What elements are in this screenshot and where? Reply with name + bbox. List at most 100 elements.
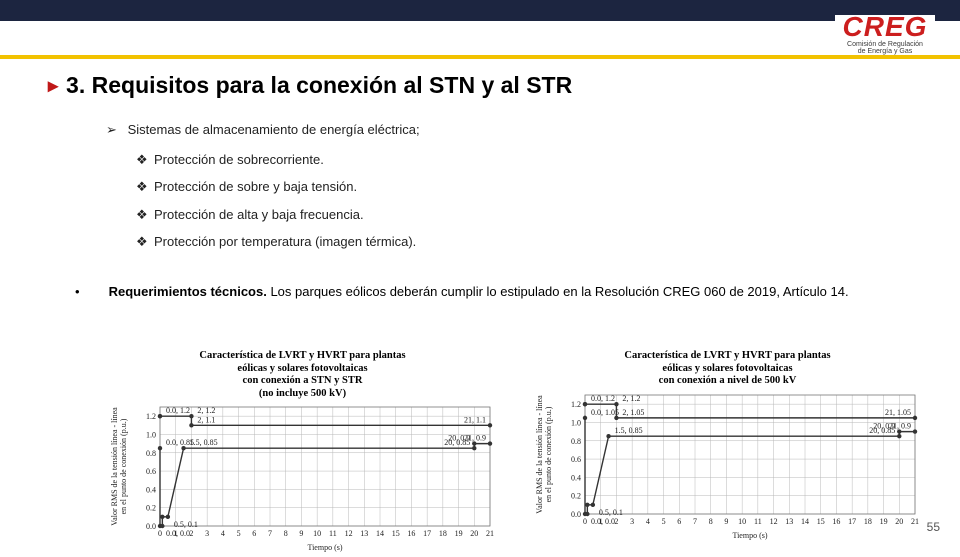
svg-text:20: 20 (470, 529, 478, 538)
svg-text:21, 0.9: 21, 0.9 (889, 421, 911, 430)
svg-text:9: 9 (299, 529, 303, 538)
bullet-lead-text: Sistemas de almacenamiento de energía el… (128, 122, 420, 137)
svg-text:0.5, 0.1: 0.5, 0.1 (599, 508, 623, 517)
svg-text:5: 5 (237, 529, 241, 538)
svg-text:2: 2 (189, 529, 193, 538)
caret-icon: ▸ (48, 73, 58, 98)
svg-text:1.0: 1.0 (571, 418, 581, 427)
chart1-svg: 01234567891011121314151617181920210.00.2… (105, 402, 500, 552)
chart2-title-line: con conexión a nivel de 500 kV (530, 375, 925, 388)
svg-text:2, 1.2: 2, 1.2 (197, 407, 215, 416)
svg-text:0.0, 1.05: 0.0, 1.05 (591, 408, 619, 417)
bullet-dot-icon: • (75, 278, 105, 305)
logo: CREG Comisión de Regulación de Energía y… (835, 15, 935, 55)
svg-text:11: 11 (329, 529, 337, 538)
chart2-title-line: Característica de LVRT y HVRT para plant… (530, 350, 925, 363)
diamond-icon: ❖ (136, 150, 154, 170)
sub-bullet: ❖Protección de sobrecorriente. (136, 150, 420, 170)
svg-text:1.2: 1.2 (571, 400, 581, 409)
sub-bullet-text: Protección de sobrecorriente. (154, 152, 324, 167)
svg-text:0.0: 0.0 (146, 522, 156, 531)
svg-text:17: 17 (848, 517, 856, 526)
svg-text:14: 14 (801, 517, 809, 526)
svg-text:0: 0 (583, 517, 587, 526)
svg-text:21, 1.05: 21, 1.05 (885, 408, 911, 417)
svg-text:3: 3 (205, 529, 209, 538)
section-title: ▸ 3. Requisitos para la conexión al STN … (48, 72, 572, 99)
svg-text:8: 8 (709, 517, 713, 526)
svg-text:21: 21 (486, 529, 494, 538)
top-dark-bar (0, 0, 960, 21)
svg-text:4: 4 (221, 529, 225, 538)
svg-text:en el punto de conexión (p.u.): en el punto de conexión (p.u.) (544, 406, 553, 502)
svg-text:17: 17 (423, 529, 431, 538)
svg-text:11: 11 (754, 517, 762, 526)
bullet-list: ➢ Sistemas de almacenamiento de energía … (106, 120, 420, 260)
sub-bullet: ❖Protección por temperatura (imagen térm… (136, 232, 420, 252)
logo-subtitle-2: de Energía y Gas (835, 48, 935, 55)
svg-text:13: 13 (360, 529, 368, 538)
charts-row: Característica de LVRT y HVRT para plant… (105, 350, 925, 557)
logo-text: CREG (835, 15, 935, 39)
svg-text:0.6: 0.6 (146, 467, 156, 476)
svg-text:0.8: 0.8 (571, 437, 581, 446)
svg-text:12: 12 (345, 529, 353, 538)
svg-text:en el punto de conexión (p.u.): en el punto de conexión (p.u.) (119, 419, 128, 515)
svg-text:13: 13 (785, 517, 793, 526)
svg-text:0: 0 (158, 529, 162, 538)
chart-right: Característica de LVRT y HVRT para plant… (530, 350, 925, 557)
sub-bullet: ❖Protección de alta y baja frecuencia. (136, 205, 420, 225)
chart1-title-line: (no incluye 500 kV) (105, 388, 500, 401)
svg-text:0.0, 0.0: 0.0, 0.0 (591, 517, 615, 526)
svg-text:2, 1.1: 2, 1.1 (197, 416, 215, 425)
sub-bullet-text: Protección de sobre y baja tensión. (154, 179, 357, 194)
requirements-strong: Requerimientos técnicos. (109, 284, 267, 299)
svg-text:20: 20 (895, 517, 903, 526)
svg-text:0.0, 1.2: 0.0, 1.2 (591, 394, 615, 403)
chart2-title-line: eólicas y solares fotovoltaicas (530, 363, 925, 376)
svg-text:0.2: 0.2 (571, 491, 581, 500)
svg-text:1.0: 1.0 (146, 431, 156, 440)
svg-text:1.5, 0.85: 1.5, 0.85 (190, 439, 218, 448)
svg-text:4: 4 (646, 517, 650, 526)
svg-text:10: 10 (313, 529, 321, 538)
section-title-text: 3. Requisitos para la conexión al STN y … (66, 72, 572, 99)
yellow-underline (0, 55, 960, 59)
svg-text:18: 18 (864, 517, 872, 526)
svg-text:1.5, 0.85: 1.5, 0.85 (615, 426, 643, 435)
svg-text:5: 5 (662, 517, 666, 526)
diamond-icon: ❖ (136, 205, 154, 225)
svg-text:7: 7 (268, 529, 272, 538)
svg-text:21, 0.9: 21, 0.9 (464, 434, 486, 443)
svg-text:21, 1.1: 21, 1.1 (464, 416, 486, 425)
svg-text:0.4: 0.4 (146, 486, 156, 495)
chart2-svg: 01234567891011121314151617181920210.00.2… (530, 390, 925, 540)
diamond-icon: ❖ (136, 177, 154, 197)
page-number: 55 (927, 520, 940, 534)
svg-text:19: 19 (455, 529, 463, 538)
svg-text:21: 21 (911, 517, 919, 526)
chart1-title-line: con conexión a STN y STR (105, 375, 500, 388)
diamond-icon: ❖ (136, 232, 154, 252)
svg-text:7: 7 (693, 517, 697, 526)
svg-text:19: 19 (880, 517, 888, 526)
requirements-paragraph: • Requerimientos técnicos. Los parques e… (75, 278, 915, 305)
svg-text:0.6: 0.6 (571, 455, 581, 464)
svg-text:Tiempo (s): Tiempo (s) (732, 531, 767, 540)
requirements-text: Los parques eólicos deberán cumplir lo e… (267, 284, 849, 299)
arrow-icon: ➢ (106, 120, 124, 140)
bullet-lead: ➢ Sistemas de almacenamiento de energía … (106, 120, 420, 140)
svg-text:18: 18 (439, 529, 447, 538)
svg-text:16: 16 (407, 529, 415, 538)
svg-text:0.4: 0.4 (571, 473, 581, 482)
svg-text:1.2: 1.2 (146, 413, 156, 422)
svg-text:12: 12 (770, 517, 778, 526)
svg-text:8: 8 (284, 529, 288, 538)
svg-text:2, 1.05: 2, 1.05 (622, 408, 644, 417)
svg-text:0.0, 1.2: 0.0, 1.2 (166, 407, 190, 416)
svg-text:0.8: 0.8 (146, 449, 156, 458)
chart-left: Característica de LVRT y HVRT para plant… (105, 350, 500, 557)
svg-text:0.5, 0.1: 0.5, 0.1 (174, 520, 198, 529)
svg-text:Tiempo (s): Tiempo (s) (307, 543, 342, 552)
svg-text:15: 15 (392, 529, 400, 538)
